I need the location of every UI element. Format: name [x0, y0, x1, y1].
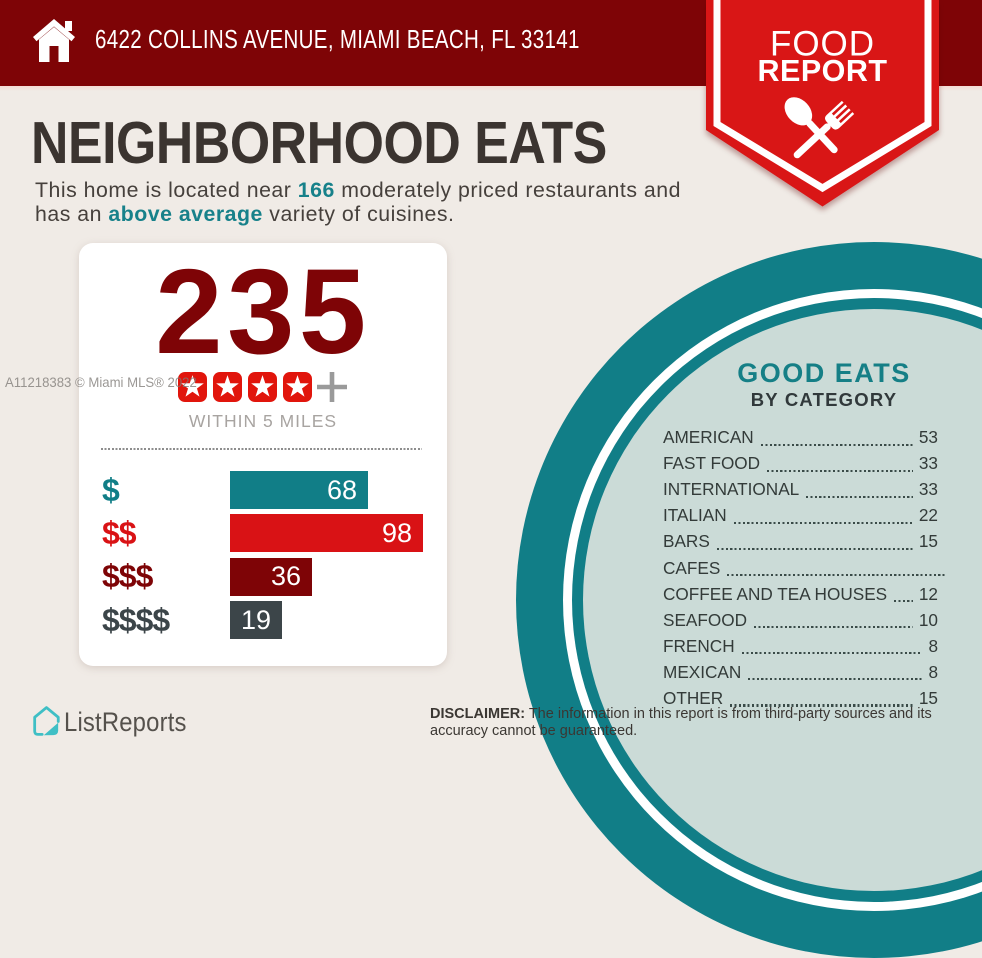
svg-text:REPORT: REPORT [757, 54, 887, 88]
svg-text:FOOD: FOOD [770, 25, 875, 64]
